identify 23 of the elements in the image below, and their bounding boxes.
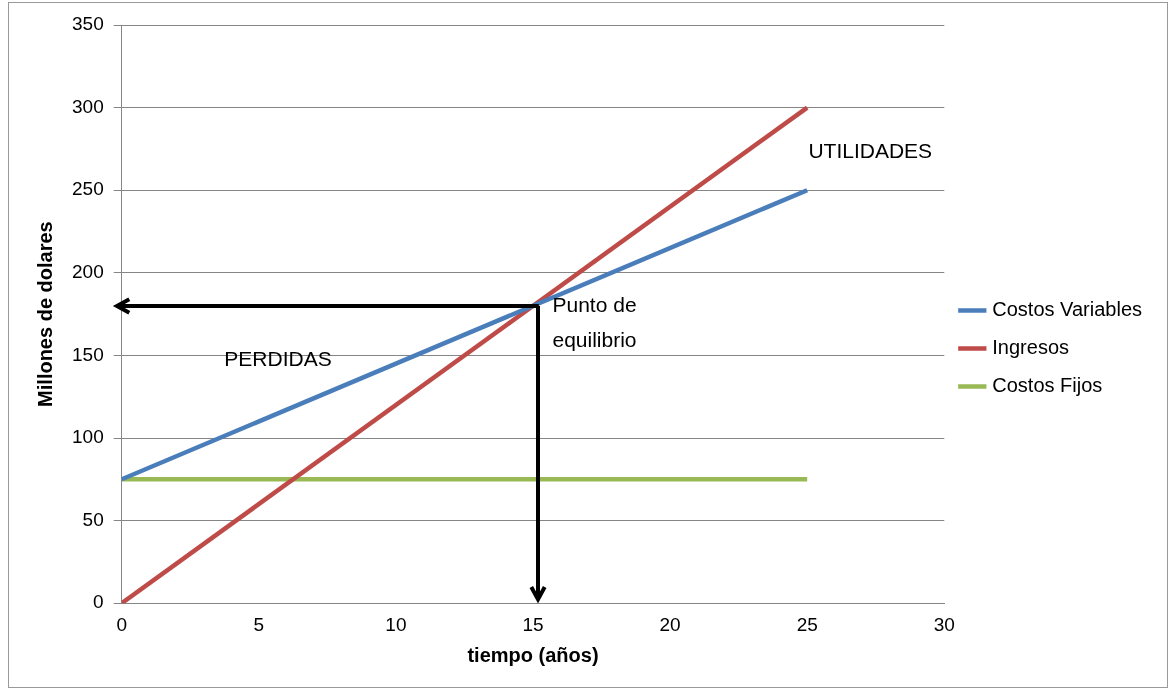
y-tick-label: 250 xyxy=(72,178,104,200)
legend-label: Ingresos xyxy=(992,336,1070,359)
annotation: PERDIDAS xyxy=(224,347,332,371)
x-tick-label: 15 xyxy=(522,613,544,635)
x-tick-label: 20 xyxy=(659,613,681,635)
y-tick-label: 200 xyxy=(72,261,104,283)
y-axis-title: Millones de dolares xyxy=(33,221,56,407)
annotation: Punto de equilibrio xyxy=(552,292,637,351)
x-tick-label: 0 xyxy=(116,613,127,635)
x-axis-title: tiempo (años) xyxy=(467,643,599,666)
x-tick-label: 30 xyxy=(933,613,955,635)
legend-label: Costos Fijos xyxy=(992,374,1103,397)
y-tick-label: 50 xyxy=(82,508,104,530)
y-tick-label: 300 xyxy=(72,95,104,117)
annotation: UTILIDADES xyxy=(808,139,933,162)
x-tick-label: 10 xyxy=(385,613,407,635)
y-tick-label: 150 xyxy=(72,343,104,365)
y-tick-label: 0 xyxy=(93,591,104,613)
y-tick-label: 100 xyxy=(72,426,104,448)
y-tick-label: 350 xyxy=(72,13,104,35)
x-tick-label: 25 xyxy=(796,613,818,635)
x-tick-label: 5 xyxy=(253,613,265,635)
legend-label: Costos Variables xyxy=(992,298,1143,321)
